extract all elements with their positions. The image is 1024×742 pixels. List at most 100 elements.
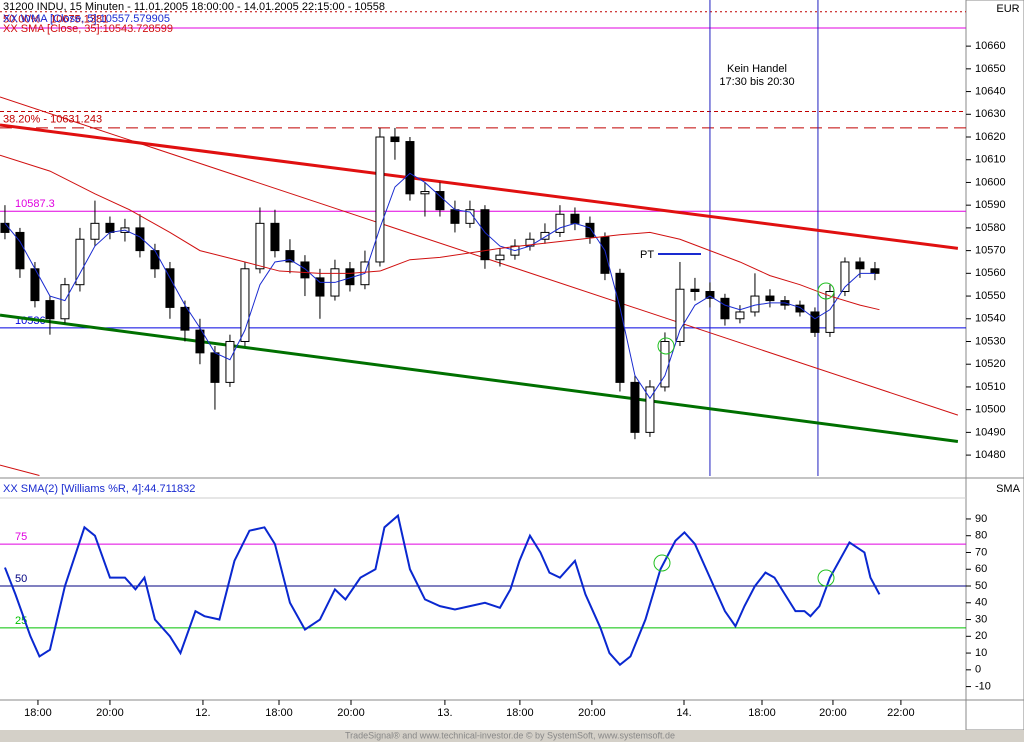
trend-line	[0, 313, 959, 443]
x-tick-label: 13.	[437, 707, 452, 719]
candle-body	[135, 227, 145, 252]
candle-body	[645, 386, 655, 433]
y-tick-label: 10520	[975, 358, 1006, 370]
candle-body	[240, 268, 250, 342]
y-tick-label: 10480	[975, 449, 1006, 461]
series-line	[4, 513, 881, 667]
candle-body	[375, 136, 385, 263]
signal-marker	[653, 554, 671, 572]
y-tick-label: 10490	[975, 426, 1006, 438]
plot: 1048010490105001051010520105301054010550…	[0, 0, 1006, 719]
right-axis-panel	[965, 0, 1024, 731]
y-tick-label: 60	[975, 563, 987, 575]
y-tick-label: 90	[975, 513, 987, 525]
candle-body	[165, 268, 175, 308]
candle-body	[690, 288, 700, 293]
candle-body	[705, 291, 715, 299]
candle-body	[75, 238, 85, 286]
candle-body	[855, 261, 865, 270]
candle-body	[405, 141, 415, 195]
candle-body	[105, 222, 115, 233]
x-tick-label: 22:00	[887, 707, 915, 719]
y-tick-label: 10590	[975, 199, 1006, 211]
candle-body	[630, 381, 640, 433]
x-tick-label: 18:00	[748, 707, 776, 719]
candle-body	[495, 254, 505, 261]
series-line	[4, 172, 875, 400]
y-tick-label: 10550	[975, 290, 1006, 302]
footer-bar	[0, 730, 1024, 742]
y-tick-label: 30	[975, 613, 987, 625]
candle-body	[540, 231, 550, 240]
y-tick-label: 10510	[975, 381, 1006, 393]
x-tick-label: 18:00	[265, 707, 293, 719]
series-line	[0, 154, 880, 311]
level-label: 75	[15, 531, 27, 543]
y-tick-label: 0	[975, 664, 981, 676]
axis-label: EUR	[996, 3, 1019, 15]
axis-label: SMA	[996, 483, 1021, 495]
candle-body	[750, 295, 760, 313]
candle-body	[735, 311, 745, 320]
annotation: Kein Handel	[727, 63, 787, 75]
signal-marker	[817, 282, 835, 300]
x-tick-label: 20:00	[96, 707, 124, 719]
candle-body	[555, 213, 565, 233]
candle-body	[765, 295, 775, 302]
x-tick-label: 18:00	[24, 707, 52, 719]
candle-body	[840, 261, 850, 293]
candle-body	[465, 209, 475, 224]
x-tick-label: 20:00	[578, 707, 606, 719]
level-label: 10587.3	[15, 198, 55, 210]
candle-body	[90, 222, 100, 240]
candle-body	[795, 304, 805, 313]
candle-body	[150, 250, 160, 270]
y-tick-label: 10620	[975, 131, 1006, 143]
candle-body	[300, 261, 310, 279]
candle-body	[195, 329, 205, 354]
candle-body	[450, 209, 460, 224]
footer: TradeSignal® and www.technical-investor.…	[345, 730, 675, 740]
annotation: PT	[640, 249, 654, 261]
y-tick-label: 10600	[975, 176, 1006, 188]
y-tick-label: -10	[975, 680, 991, 692]
candle-body	[420, 191, 430, 195]
y-tick-label: 20	[975, 630, 987, 642]
candle-body	[600, 236, 610, 274]
candle-body	[390, 136, 400, 143]
candle-body	[480, 209, 490, 261]
y-tick-label: 10610	[975, 154, 1006, 166]
trend-line	[0, 464, 40, 477]
y-tick-label: 50	[975, 580, 987, 592]
candle-body	[225, 340, 235, 383]
candle-body	[60, 284, 70, 320]
y-tick-label: 10660	[975, 40, 1006, 52]
trend-line	[0, 96, 959, 416]
x-tick-label: 20:00	[337, 707, 365, 719]
candle-body	[435, 191, 445, 211]
y-tick-label: 80	[975, 530, 987, 542]
y-tick-label: 10640	[975, 85, 1006, 97]
candle-body	[315, 277, 325, 297]
x-tick-label: 12.	[195, 707, 210, 719]
candle-body	[570, 213, 580, 224]
y-tick-label: 10530	[975, 335, 1006, 347]
y-tick-label: 10500	[975, 404, 1006, 416]
y-tick-label: 70	[975, 546, 987, 558]
y-tick-label: 10560	[975, 267, 1006, 279]
y-tick-label: 10570	[975, 245, 1006, 257]
candle-body	[720, 297, 730, 320]
y-tick-label: 40	[975, 597, 987, 609]
x-tick-label: 14.	[676, 707, 691, 719]
y-tick-label: 10630	[975, 108, 1006, 120]
candle-body	[615, 272, 625, 383]
level-label: 38.20% - 10631.243	[3, 113, 102, 125]
level-label: 50	[15, 573, 27, 585]
y-tick-label: 10580	[975, 222, 1006, 234]
trend-line	[0, 123, 959, 250]
y-tick-label: 10	[975, 647, 987, 659]
candle-body	[180, 306, 190, 331]
candle-body	[255, 222, 265, 270]
